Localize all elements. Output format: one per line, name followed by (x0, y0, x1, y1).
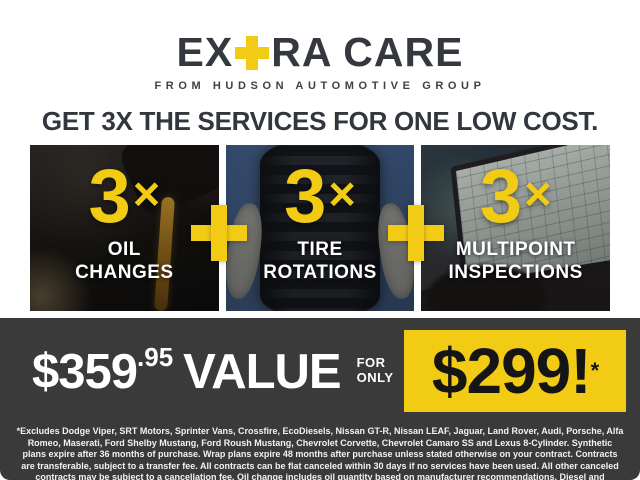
value-word: VALUE (183, 345, 341, 399)
value-cents: .95 (137, 342, 174, 372)
times-symbol: × (132, 167, 161, 220)
hand-shape (427, 265, 548, 311)
extra-care-logo: EX RA CARE (0, 0, 640, 74)
plus-icon (388, 205, 444, 261)
sale-price: $299! (431, 335, 592, 407)
panel-multipoint-inspections: 3× MULTIPOINT INSPECTIONS (421, 145, 611, 311)
service-panels: 3× OIL CHANGES 3× TIRE ROTATIONS (30, 145, 611, 311)
panel-label-multipoint-inspections: MULTIPOINT INSPECTIONS (448, 239, 583, 283)
panel-tire-rotations: 3× TIRE ROTATIONS (225, 145, 415, 311)
logo-text-prefix: EX (176, 28, 234, 75)
value-price: $359.95 VALUE (32, 342, 342, 400)
headline: GET 3X THE SERVICES FOR ONE LOW COST. (41, 106, 599, 136)
laptop-inspection-photo (421, 145, 611, 311)
plus-icon (191, 205, 247, 261)
oil-pour-photo (30, 145, 219, 311)
plus-icon-bar (408, 205, 424, 261)
photo-dim-overlay (421, 145, 611, 311)
times-symbol: × (524, 167, 552, 220)
value-dollars: $359 (32, 345, 138, 399)
tire-photo (225, 145, 415, 311)
offer-bar: $359.95 VALUE FOR ONLY $299! * *Excludes D… (0, 318, 640, 480)
multiplier-3x: 3× (88, 154, 161, 239)
tire-shape (259, 145, 381, 311)
for-only-label: FOR ONLY (356, 355, 394, 385)
plus-icon (235, 36, 270, 70)
disclaimer-text: *Excludes Dodge Viper, SRT Motors, Sprin… (16, 426, 624, 480)
plus-icon-bar (246, 36, 259, 70)
times-symbol: × (328, 167, 356, 220)
photo-dim-overlay (30, 145, 219, 311)
panel-label-tire-rotations: TIRE ROTATIONS (263, 239, 377, 283)
panel-label-oil-changes: OIL CHANGES (75, 239, 174, 283)
sale-price-badge: $299! * (404, 330, 626, 412)
plus-icon-bar (211, 205, 227, 261)
photo-dim-overlay (225, 145, 415, 311)
brand-tagline: FROM HUDSON AUTOMOTIVE GROUP (154, 80, 486, 92)
panel-oil-changes: 3× OIL CHANGES (30, 145, 219, 311)
multiplier-3x: 3× (284, 154, 356, 239)
multiplier-3x: 3× (479, 154, 552, 239)
logo-text-suffix: RA CARE (271, 28, 464, 75)
